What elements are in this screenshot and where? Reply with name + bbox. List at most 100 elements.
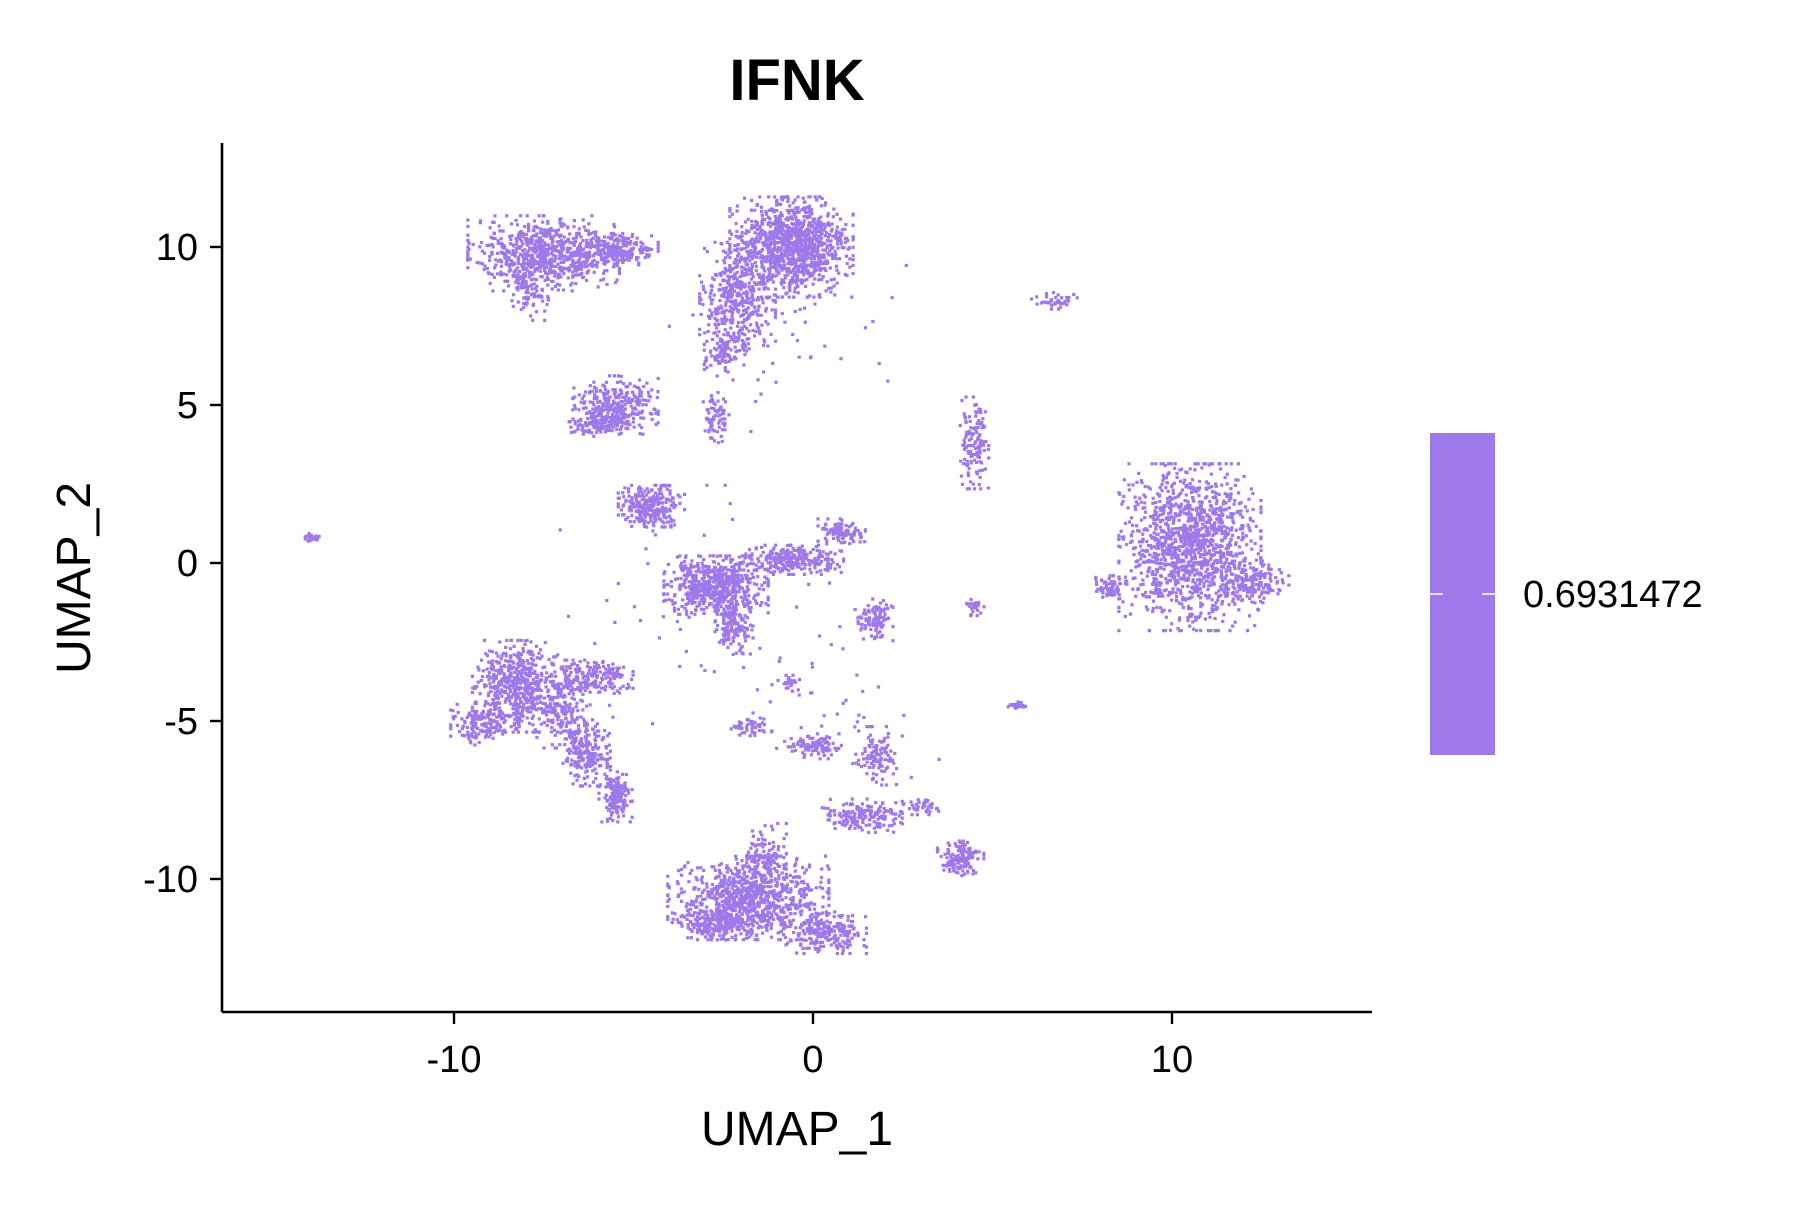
data-point (594, 395, 598, 399)
data-point (723, 417, 727, 421)
data-point (833, 529, 837, 533)
data-point (776, 295, 780, 299)
data-point (622, 249, 626, 253)
data-point (812, 265, 816, 269)
data-point (577, 263, 581, 267)
data-point (707, 592, 711, 596)
data-point (848, 257, 852, 261)
data-point (588, 262, 592, 266)
data-point (974, 601, 978, 605)
data-point (776, 553, 780, 557)
data-point (959, 474, 964, 478)
data-point (766, 251, 771, 255)
data-point (745, 616, 750, 620)
data-point (523, 224, 527, 229)
data-point (789, 235, 793, 239)
data-point (516, 261, 520, 265)
data-point (967, 444, 971, 448)
data-point (543, 248, 547, 252)
data-point (701, 400, 705, 404)
data-point (734, 234, 738, 238)
data-point (751, 275, 755, 279)
data-point (819, 554, 823, 559)
data-point (561, 243, 565, 247)
data-point (733, 597, 737, 601)
data-point (809, 559, 813, 563)
data-point (603, 252, 607, 256)
data-point (971, 482, 975, 486)
data-point (679, 576, 683, 581)
data-point (824, 552, 829, 556)
data-point (584, 245, 588, 249)
data-point (806, 232, 810, 236)
data-point (613, 406, 617, 410)
data-point (500, 260, 504, 264)
data-point (800, 247, 804, 251)
data-point (481, 262, 485, 266)
data-point (626, 516, 630, 520)
data-point (627, 490, 631, 494)
data-point (809, 271, 813, 275)
data-point (575, 234, 579, 238)
data-point (1044, 292, 1049, 296)
data-point (534, 310, 539, 314)
data-point (773, 247, 777, 251)
data-point (739, 617, 743, 621)
data-point (726, 331, 730, 335)
data-point (828, 233, 832, 237)
data-point (815, 570, 819, 574)
data-point (556, 228, 561, 232)
data-point (618, 427, 622, 431)
data-point (314, 534, 318, 538)
data-point (764, 295, 769, 299)
data-point (718, 299, 722, 303)
data-point (707, 603, 712, 607)
data-point (757, 587, 761, 591)
data-point (723, 359, 727, 363)
data-point (556, 288, 560, 292)
data-point (553, 284, 557, 288)
data-point (635, 516, 639, 520)
data-point (612, 409, 616, 413)
data-point (825, 539, 829, 543)
data-point (505, 273, 509, 277)
data-point (819, 227, 823, 231)
data-point (867, 608, 871, 612)
data-point (478, 221, 482, 225)
data-point (570, 241, 574, 245)
data-point (546, 283, 550, 287)
data-point (814, 233, 818, 237)
data-point (716, 355, 720, 359)
data-point (638, 503, 642, 507)
data-point (713, 322, 717, 327)
data-point (636, 396, 640, 400)
data-point (742, 340, 746, 344)
data-point (530, 255, 534, 259)
data-point (731, 652, 735, 656)
data-point (784, 248, 788, 252)
data-point (802, 200, 806, 204)
data-point (736, 310, 740, 314)
data-point (971, 395, 975, 399)
data-point (604, 400, 609, 404)
data-point (775, 241, 779, 245)
data-point (543, 278, 547, 283)
data-point (764, 309, 768, 313)
data-point (637, 378, 642, 382)
data-point (725, 240, 729, 244)
data-point (756, 251, 760, 255)
data-point (745, 272, 749, 277)
data-point (606, 241, 610, 245)
data-point (755, 223, 759, 227)
data-point (724, 595, 728, 599)
data-point (1154, 505, 1158, 509)
data-point (750, 303, 754, 307)
data-point (746, 562, 750, 566)
data-point (776, 567, 780, 571)
data-point (702, 607, 706, 612)
data-point (850, 523, 854, 527)
data-point (789, 246, 793, 250)
data-point (719, 347, 723, 351)
data-point (814, 248, 818, 252)
data-point (542, 214, 546, 218)
